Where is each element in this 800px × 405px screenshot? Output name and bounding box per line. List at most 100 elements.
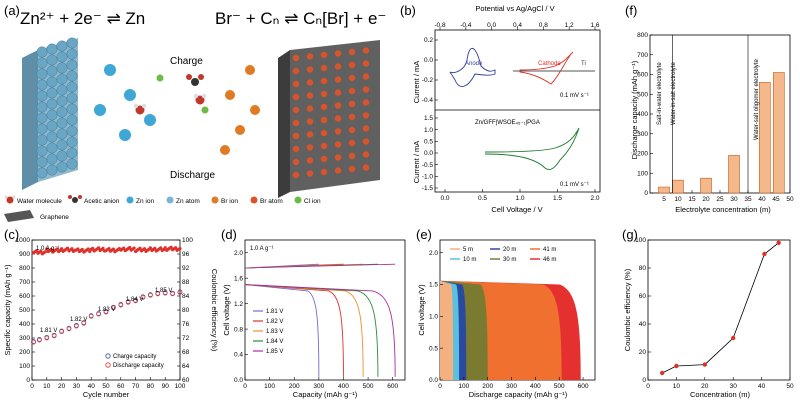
y2-tick-label: 96 bbox=[182, 251, 190, 258]
legend-br-ion: Br ion bbox=[221, 198, 238, 205]
y-tick-label: 400 bbox=[637, 111, 648, 118]
bottom-y-tick-label: -1.0 bbox=[422, 174, 434, 181]
panel-d: (d) Cell voltage (V) 0.0 0.4 0.8 1.2 1.6 2.0 … bbox=[215, 225, 415, 400]
y-tick-label: 2.0 bbox=[429, 250, 438, 257]
zn-atom-icon bbox=[46, 87, 58, 99]
x-tick-label: 0.0 bbox=[440, 195, 449, 202]
discharge-point bbox=[133, 298, 138, 304]
zn-atom-icon bbox=[46, 65, 58, 77]
zn-atom-icon bbox=[46, 131, 58, 143]
zn-atom-icon bbox=[46, 54, 58, 66]
cutoff-184: 1.84 V bbox=[126, 297, 143, 303]
x-tick-label: 30 bbox=[73, 383, 81, 390]
legend: Charge capacity Discharge capacity bbox=[105, 353, 164, 369]
x-tick-label: 300 bbox=[313, 383, 324, 390]
x-tick-label: 25 bbox=[716, 196, 724, 203]
ce-point bbox=[70, 247, 74, 251]
discharge-curve bbox=[244, 284, 320, 377]
legend-label: 1.82 V bbox=[266, 319, 283, 325]
x-tick-label: 300 bbox=[506, 383, 517, 390]
br-ion-icon bbox=[245, 65, 255, 75]
legend-graphene: Graphene bbox=[40, 214, 69, 221]
zn-atom-icon bbox=[36, 57, 48, 69]
discharge-curve bbox=[244, 284, 344, 377]
y-tick-label: 400 bbox=[19, 321, 30, 328]
top-x-tick-label: 1.6 bbox=[590, 22, 599, 29]
bottom-y-tick-label: 1.0 bbox=[424, 127, 433, 134]
cl-ion-icon bbox=[294, 196, 302, 204]
legend-discharge: Discharge capacity bbox=[113, 363, 164, 369]
zn-atom-icon bbox=[46, 120, 58, 132]
x-tick-label: 20 bbox=[701, 383, 709, 390]
br-atom-icon bbox=[334, 128, 342, 135]
ce-point bbox=[39, 249, 43, 253]
br-atom-icon bbox=[292, 80, 300, 88]
ce-point bbox=[169, 245, 173, 249]
ce-point bbox=[91, 246, 95, 250]
x-tick-label: 500 bbox=[363, 383, 374, 390]
y2-tick-label: 80 bbox=[182, 307, 190, 314]
br-atom-icon bbox=[292, 106, 300, 114]
br-atom-icon bbox=[334, 154, 342, 161]
zn-atom-icon bbox=[56, 106, 68, 118]
zn-atom-icon bbox=[56, 117, 68, 129]
y-axis-label: Coulombic efficiency (%) bbox=[623, 268, 632, 351]
x-axis-label: Cycle number bbox=[83, 390, 130, 399]
hydrogen-atom-icon bbox=[133, 103, 139, 109]
br-atom-icon bbox=[320, 142, 328, 150]
br-atom-icon bbox=[362, 99, 370, 106]
x-tick-label: 0.5 bbox=[478, 195, 487, 202]
legend: 5 m 20 m 41 m 10 m 30 m 46 m bbox=[450, 247, 556, 263]
x-tick-label: 20 bbox=[702, 196, 710, 203]
y-tick-label: 300 bbox=[637, 131, 648, 138]
br-atom-icon bbox=[320, 77, 328, 85]
br-atom-icon bbox=[348, 74, 356, 82]
y2-axis-label: Coulombic efficiency (%) bbox=[210, 269, 219, 352]
y2-tick-label: 100 bbox=[182, 237, 193, 244]
bar bbox=[672, 179, 684, 194]
zn-atom-icon bbox=[36, 112, 48, 124]
br-atom-icon bbox=[306, 131, 314, 138]
y-tick-label: 500 bbox=[637, 91, 648, 98]
discharge-point bbox=[148, 292, 153, 298]
ce-point bbox=[86, 247, 90, 251]
x-tick-label: 1.0 bbox=[515, 195, 524, 202]
br-atom-icon bbox=[348, 126, 356, 134]
legend-label: 1.84 V bbox=[266, 339, 283, 345]
y-tick-label: 1.2 bbox=[234, 301, 243, 308]
bar bbox=[773, 72, 785, 194]
y-tick-label: 20 bbox=[639, 349, 647, 356]
zn-atom-icon bbox=[66, 59, 78, 71]
y-tick-label: 0.0 bbox=[234, 377, 243, 384]
zn-ion-icon bbox=[124, 89, 136, 101]
top-x-tick-label: 0.8 bbox=[539, 22, 548, 29]
y-tick-label: 100 bbox=[19, 363, 30, 370]
br-atom-icon bbox=[306, 144, 314, 151]
br-ion-icon bbox=[225, 90, 235, 100]
y-tick-label: 1000 bbox=[16, 237, 31, 244]
ce-point bbox=[776, 240, 781, 245]
zn-atom-icon bbox=[56, 84, 68, 96]
top-x-tick-label: -0.8 bbox=[434, 22, 446, 29]
top-x-tick-label: 0.0 bbox=[487, 22, 496, 29]
y-axis-label: Specific capacity (mAh g⁻¹) bbox=[3, 264, 12, 356]
br-atom-icon bbox=[292, 93, 300, 101]
charge-curve bbox=[244, 263, 396, 269]
br-atom-icon bbox=[348, 87, 356, 95]
ce-point bbox=[107, 246, 111, 251]
x-tick-label: 0 bbox=[30, 383, 34, 390]
zn-atom-icon bbox=[36, 79, 48, 91]
x-tick-label: 100 bbox=[175, 383, 186, 390]
ce-point bbox=[34, 249, 39, 253]
top-y-tick-label: -0.2 bbox=[422, 77, 434, 84]
top-y-tick-label: 0.2 bbox=[424, 37, 433, 44]
capacity-bar-chart: (f) Discharge capacity (mAh g⁻¹) 0 100 200… bbox=[625, 3, 794, 214]
y-axis-label: Cell voltage (V) bbox=[417, 284, 426, 336]
ce-point bbox=[173, 246, 178, 250]
y2-tick-label: 68 bbox=[182, 349, 190, 356]
br-atom-icon bbox=[362, 73, 370, 80]
br-atom-icon bbox=[292, 54, 300, 62]
x-tick-label: 0 bbox=[438, 383, 442, 390]
zn-atom-icon bbox=[66, 103, 78, 115]
zn-atom-icon bbox=[66, 158, 78, 170]
